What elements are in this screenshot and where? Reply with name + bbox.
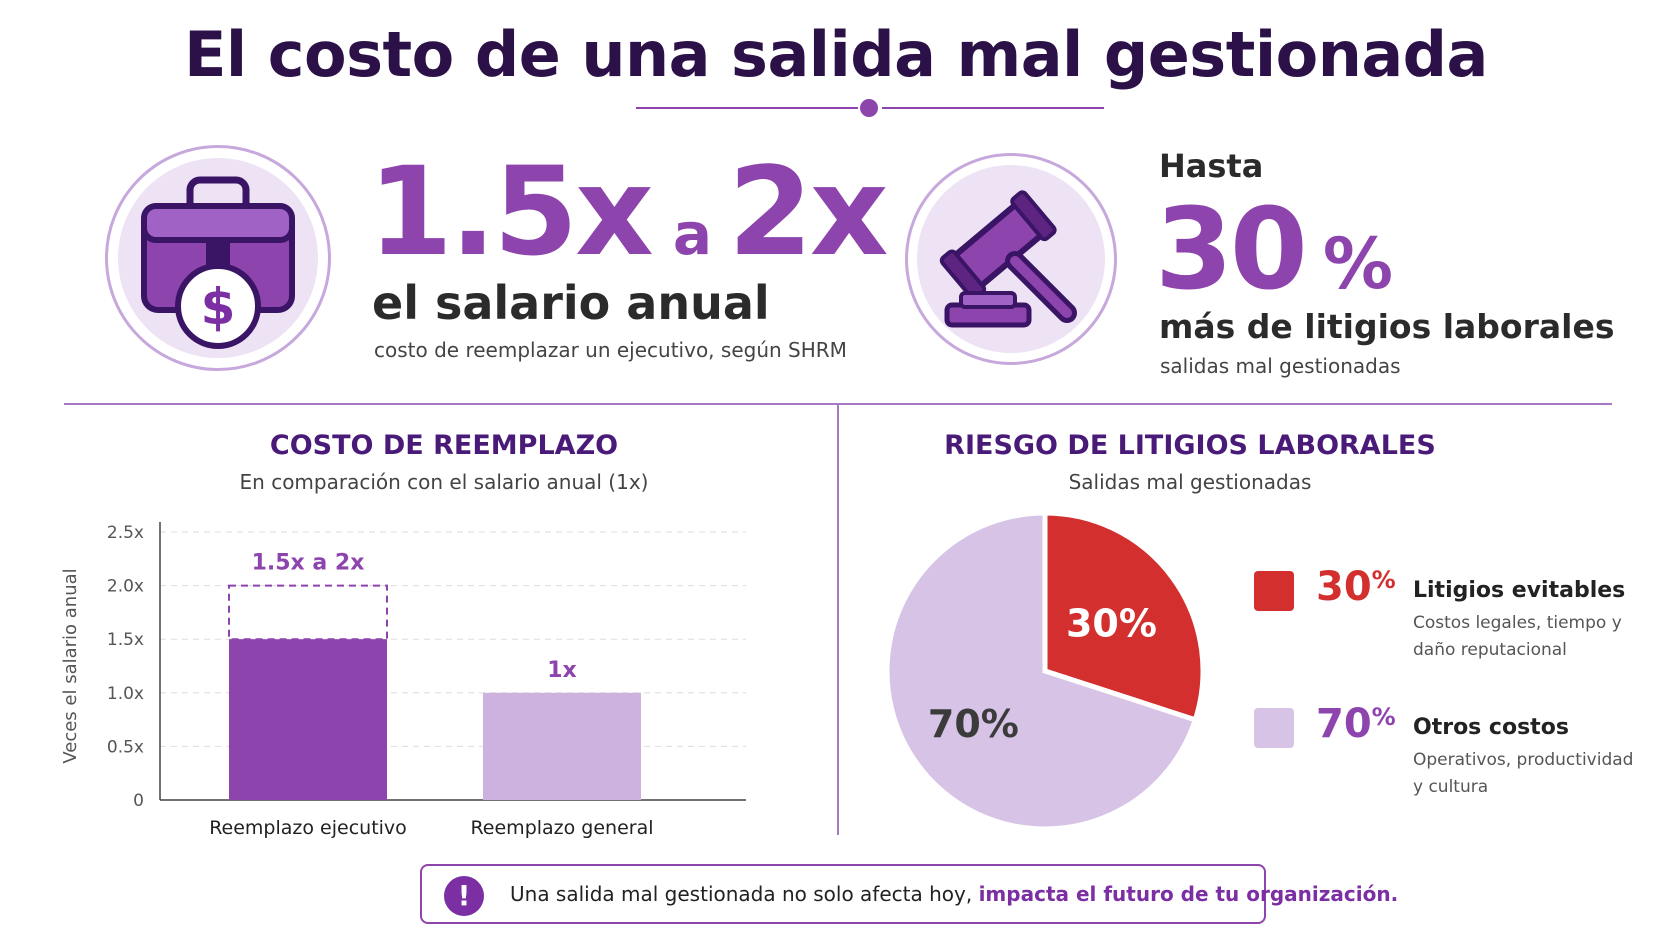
legend-value-litigios: 30% [1316,564,1396,610]
pie-slice-otros [884,510,1199,832]
banner-highlight: impacta el futuro de tu organización. [978,882,1399,906]
bar-chart-title: COSTO DE REEMPLAZO [269,430,619,461]
chart-divider [837,405,839,835]
legend-desc-litigios: Costos legales, tiempo y daño reputacion… [1413,613,1622,660]
bottom-banner: ! Una salida mal gestionada no solo afec… [420,864,1398,924]
legend-label-litigios: Litigios evitables [1413,578,1626,603]
y-axis-label: Veces el salario anual [60,568,81,763]
x-category-label: Reemplazo ejecutivo [209,817,407,839]
pie-chart-title: RIESGO DE LITIGIOS LABORALES [944,430,1436,461]
x-category-label: Reemplazo general [470,817,653,839]
bar-range-outline [228,584,388,641]
y-tick-label: 0.5x [107,737,144,757]
exclamation-icon: ! [444,876,484,916]
y-tick-label: 1.0x [107,684,144,704]
pie-slice-label: 70% [928,702,1019,746]
title-divider-left [636,107,858,109]
bar-general [483,692,641,800]
stat-right-prefix: Hasta [1159,147,1264,185]
stat-left-caption: costo de reemplazar un ejecutivo, según … [374,338,847,362]
bar-data-label: 1.5x a 2x [252,551,365,576]
title-divider-dot [860,99,878,117]
bar-chart: 0 0.5x 1.0x 1.5x 2.0x 2.5x Veces el salario an… [60,522,746,839]
legend-swatch-litigios [1254,571,1294,611]
page-title: El costo de una salida mal gestionada [184,18,1488,91]
legend-desc-otros: Operativos, productividad y cultura [1413,750,1634,797]
bar-ejecutivo [229,639,387,800]
bar-data-label: 1x [547,658,577,683]
banner-message: Una salida mal gestionada no solo afecta… [510,882,1399,906]
legend-swatch-otros [1254,708,1294,748]
stat-left-headline: el salario anual [372,276,770,330]
pie-slice-label: 30% [1066,602,1157,646]
gavel-icon [917,165,1105,353]
pie-slice-litigios [1042,510,1206,723]
y-tick-label: 1.5x [107,630,144,650]
section-divider [64,403,1612,405]
bar-chart-subtitle: En comparación con el salario anual (1x) [239,470,649,494]
svg-text:$: $ [201,278,236,336]
legend-value-otros: 70% [1316,701,1396,747]
title-divider-right [882,107,1104,109]
y-tick-label: 0 [133,791,144,811]
stat-left-value: 1.5x a 2x [368,141,889,283]
stat-right-value: 30% [1155,185,1393,315]
y-tick-label: 2.0x [107,577,144,597]
legend-label-otros: Otros costos [1413,715,1569,740]
pie-chart: 30% 70% [884,510,1206,832]
y-tick-label: 2.5x [107,523,144,543]
briefcase-dollar-icon: $ [118,158,318,358]
pie-chart-subtitle: Salidas mal gestionadas [1068,470,1312,494]
stat-right-headline: más de litigios laborales [1159,307,1615,346]
stat-right-caption: salidas mal gestionadas [1160,354,1401,378]
